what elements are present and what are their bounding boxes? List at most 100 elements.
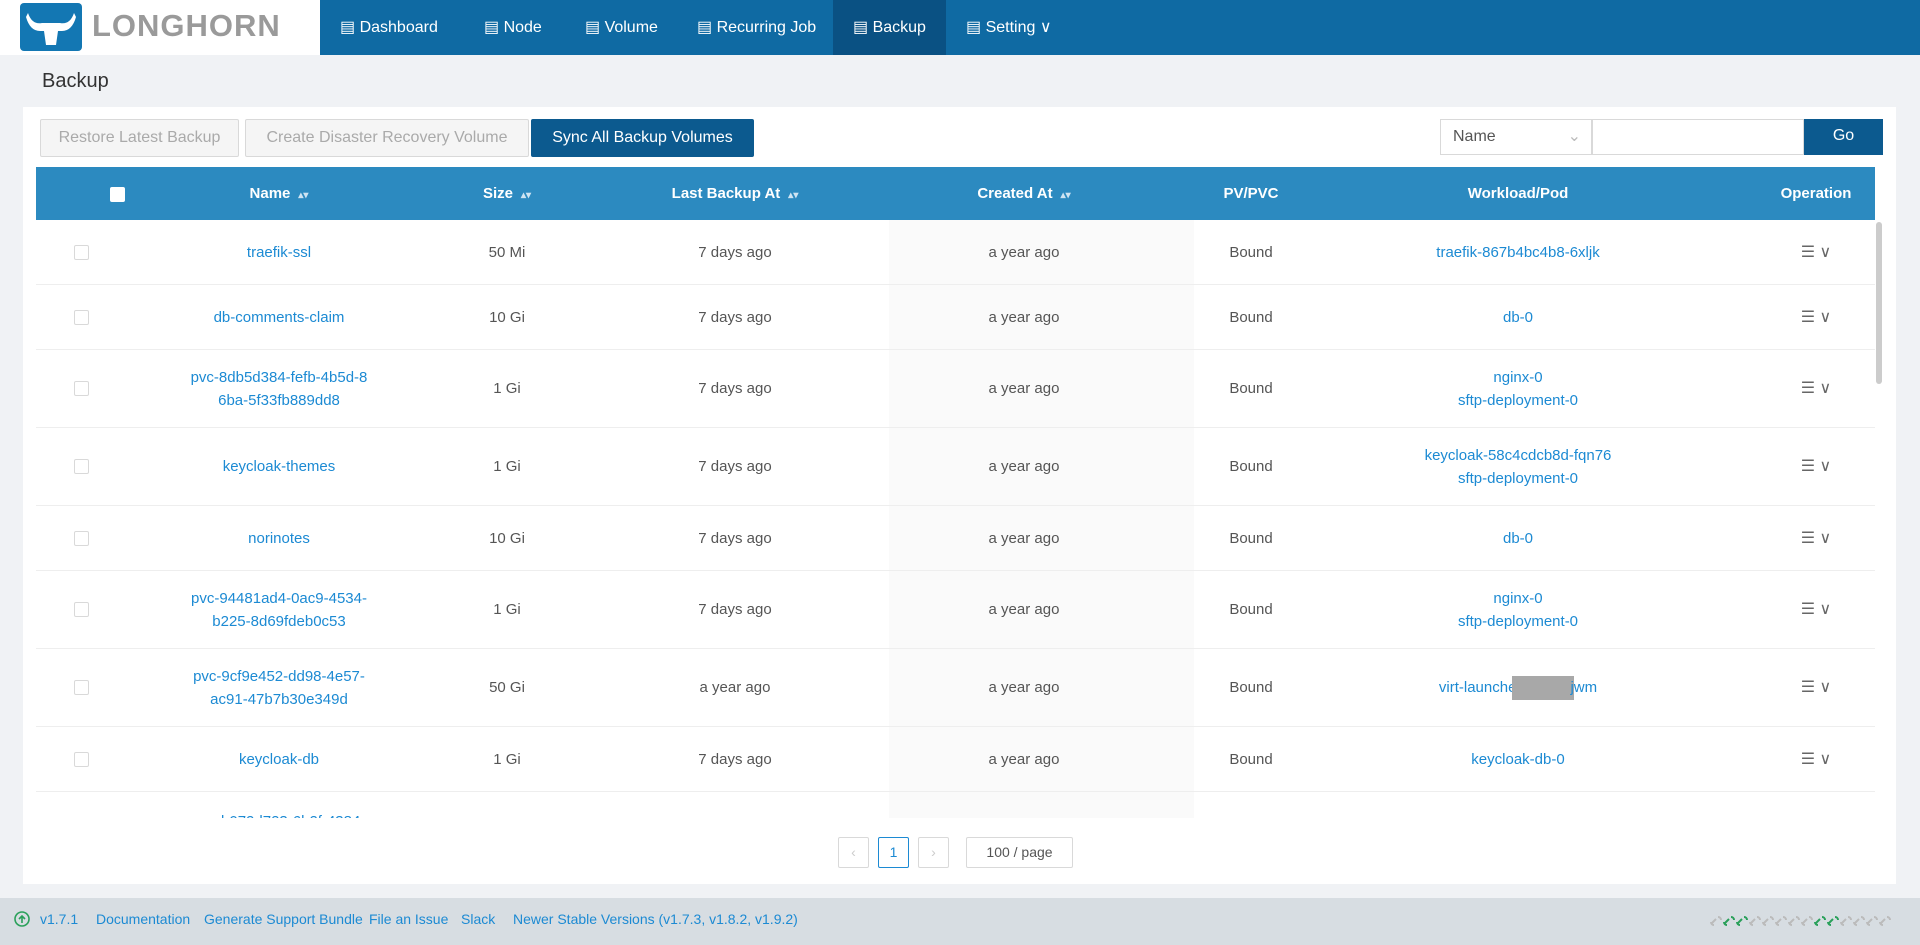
- link-icon: [1762, 916, 1774, 926]
- last-backup: 7 days ago: [698, 243, 772, 261]
- created-at: a year ago: [988, 380, 1060, 397]
- workload-link[interactable]: db-0: [1502, 529, 1534, 547]
- workload-link[interactable]: nginx-0: [1493, 589, 1543, 607]
- toolbar-button[interactable]: Sync All Backup Volumes: [531, 119, 754, 157]
- volume-name[interactable]: norinotes: [248, 529, 310, 547]
- column-header: PV/PVC: [1176, 167, 1326, 220]
- row-checkbox[interactable]: [73, 459, 89, 474]
- column-header[interactable]: Size ▴▾: [447, 167, 567, 220]
- longhorn-icon: [26, 13, 76, 45]
- last-backup: a year ago: [699, 679, 771, 696]
- workload-link[interactable]: sftp-deployment-0: [1457, 612, 1579, 630]
- volume-name[interactable]: pvc-8db5d384-fefb-4b5d-86ba-5f33fb889dd8: [190, 368, 368, 409]
- version[interactable]: v1.7.1: [40, 911, 79, 927]
- size: 50 Gi: [489, 679, 525, 696]
- table-row: pvc-94481ad4-0ac9-4534-b225-8d69fdeb0c53…: [36, 571, 1875, 649]
- nav-item[interactable]: ▤ Dashboard: [340, 19, 438, 36]
- operation-menu[interactable]: ☰ ∨: [1800, 308, 1832, 326]
- table-row: keycloak-themes 1 Gi 7 days ago a year ago B…: [36, 428, 1875, 506]
- name-cell: keycloak-db: [159, 727, 399, 791]
- go-button[interactable]: Go: [1804, 119, 1883, 155]
- footer-link[interactable]: Newer Stable Versions (v1.7.3, v1.8.2, v…: [513, 911, 798, 927]
- workload-link[interactable]: keycloak-db-0: [1471, 750, 1565, 768]
- row-checkbox[interactable]: [73, 751, 89, 767]
- row-checkbox[interactable]: [73, 309, 89, 325]
- workload-link[interactable]: sftp-deployment-0: [1457, 391, 1579, 409]
- workload-link[interactable]: keycloak-58c4cdcb8d-fqn76: [1424, 446, 1612, 464]
- table-row: norinotes 10 Gi 7 days ago a year ago Bound d…: [36, 506, 1875, 571]
- size: 1 Gi: [493, 750, 521, 768]
- link-icon: [1775, 916, 1787, 926]
- operation-menu[interactable]: ☰ ∨: [1800, 243, 1832, 261]
- workload-link[interactable]: virt-launche jwm: [1439, 675, 1597, 700]
- created-cell: a year ago: [924, 285, 1124, 349]
- search-input[interactable]: [1592, 119, 1804, 155]
- workload-link[interactable]: traefik-867b4bc4b8-6xljk: [1436, 243, 1600, 261]
- last-backup: 7 days ago: [698, 308, 772, 326]
- footer-link[interactable]: Generate Support Bundle: [204, 911, 363, 927]
- pv-cell: Bound: [1176, 571, 1326, 648]
- name-cell: pvc-b072d723-6b2f-4384-bebb: [159, 792, 399, 818]
- checkbox-cell: [56, 792, 106, 818]
- workload-link[interactable]: sftp-deployment-0: [1457, 469, 1579, 487]
- page-number[interactable]: 1: [878, 837, 909, 868]
- link-icon: [1879, 916, 1891, 926]
- operation-menu[interactable]: ☰ ∨: [1800, 380, 1832, 397]
- column-header[interactable]: Created At ▴▾: [924, 167, 1124, 220]
- operation-menu[interactable]: ☰ ∨: [1800, 529, 1832, 547]
- footer-link[interactable]: Slack: [461, 911, 496, 927]
- operation-menu[interactable]: ☰ ∨: [1800, 458, 1832, 475]
- volume-name[interactable]: db-comments-claim: [213, 308, 345, 326]
- toolbar-button[interactable]: Create Disaster Recovery Volume: [245, 119, 529, 157]
- volume-name[interactable]: pvc-94481ad4-0ac9-4534-b225-8d69fdeb0c53: [191, 589, 367, 630]
- nav-item[interactable]: ▤ Recurring Job: [697, 19, 817, 36]
- logo[interactable]: LONGHORN: [0, 0, 320, 55]
- checkbox-cell: [56, 506, 106, 570]
- volume-name[interactable]: traefik-ssl: [246, 243, 312, 261]
- nav-item[interactable]: ▤ Volume: [585, 19, 658, 36]
- operation-menu[interactable]: ☰ ∨: [1800, 601, 1832, 618]
- nav-item[interactable]: ▤ Backup: [833, 0, 946, 55]
- footer-link[interactable]: Documentation: [96, 911, 191, 927]
- column-title: Operation: [1780, 185, 1852, 202]
- row-checkbox[interactable]: [73, 602, 89, 617]
- nav-item[interactable]: ▤ Setting ∨: [966, 19, 1052, 36]
- prev-page[interactable]: ‹: [838, 837, 869, 868]
- row-checkbox[interactable]: [73, 680, 89, 695]
- volume-name[interactable]: pvc-9cf9e452-dd98-4e57-ac91-47b7b30e349d: [193, 667, 365, 708]
- toolbar-button[interactable]: Restore Latest Backup: [40, 119, 239, 157]
- checkbox-cell: [56, 220, 106, 284]
- volume-name[interactable]: pvc-b072d723-6b2f-4384-bebb: [189, 810, 369, 818]
- pv-status: Bound: [1229, 458, 1273, 475]
- column-header[interactable]: Name ▴▾: [159, 167, 399, 220]
- column-header[interactable]: Last Backup At ▴▾: [635, 167, 835, 220]
- select-all[interactable]: [110, 187, 125, 202]
- row-checkbox[interactable]: [73, 381, 89, 396]
- chevron: ⌄: [1567, 128, 1581, 145]
- pv-status: Bound: [1229, 601, 1273, 618]
- last-backup-cell: 7 days ago: [635, 727, 835, 791]
- table-row: keycloak-db 1 Gi 7 days ago a year ago Bound…: [36, 727, 1875, 792]
- volume-name[interactable]: keycloak-db: [238, 750, 320, 768]
- link-icon: [1866, 916, 1878, 926]
- volume-name[interactable]: keycloak-themes: [222, 458, 336, 475]
- operation-menu[interactable]: ☰ ∨: [1800, 750, 1832, 768]
- next-page[interactable]: ›: [918, 837, 949, 868]
- workload-link[interactable]: nginx-0: [1493, 368, 1543, 386]
- created-cell: a year ago: [924, 506, 1124, 570]
- workload-cell: db-0: [1388, 506, 1648, 570]
- nav-item[interactable]: ▤ Node: [484, 19, 542, 36]
- name-cell: db-comments-claim: [159, 285, 399, 349]
- row-checkbox[interactable]: [73, 530, 89, 546]
- operation-menu[interactable]: ☰ ∨: [1800, 679, 1832, 696]
- name-cell: pvc-9cf9e452-dd98-4e57-ac91-47b7b30e349d: [159, 649, 399, 726]
- scrollbar[interactable]: [1876, 222, 1882, 384]
- search-select[interactable]: Name ⌄: [1440, 119, 1592, 155]
- last-backup-cell: 7 days ago: [635, 350, 835, 427]
- workload-link[interactable]: db-0: [1502, 308, 1534, 326]
- size-cell: 50 Mi: [447, 220, 567, 284]
- sort-icon: ▴▾: [298, 190, 309, 201]
- page-size[interactable]: 100 / page: [966, 837, 1073, 868]
- row-checkbox[interactable]: [73, 244, 89, 260]
- footer-link[interactable]: File an Issue: [369, 911, 449, 927]
